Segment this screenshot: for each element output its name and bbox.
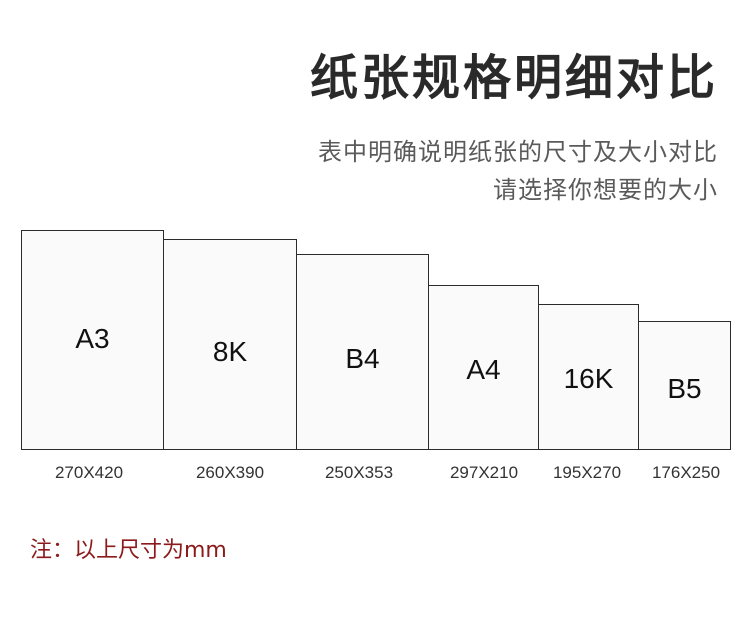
paper-label: A3: [75, 323, 110, 354]
paper-size-8k: 260X390: [195, 463, 265, 482]
page-title: 纸张规格明细对比: [309, 50, 718, 106]
paper-label: A4: [466, 354, 501, 385]
paper-label: B5: [667, 373, 702, 404]
paper-b4: B4: [296, 254, 429, 450]
unit-note: 注：以上尺寸为mm: [30, 538, 227, 563]
paper-label: B4: [345, 343, 380, 374]
paper-size-b5: 176X250: [651, 463, 721, 482]
paper-size-b4: 250X353: [324, 463, 394, 482]
subtitle-line-2: 请选择你想要的大小: [493, 176, 718, 204]
subtitle-line-1: 表中明确说明纸张的尺寸及大小对比: [318, 138, 718, 166]
paper-16k: 16K: [538, 304, 639, 450]
paper-a4: A4: [428, 285, 539, 450]
paper-size-a3: 270X420: [54, 463, 124, 482]
paper-a3: A3: [21, 230, 164, 450]
paper-size-16k: 195X270: [552, 463, 622, 482]
paper-8k: 8K: [163, 239, 297, 450]
page-subtitle: 表中明确说明纸张的尺寸及大小对比 请选择你想要的大小: [318, 133, 718, 209]
paper-label: 16K: [563, 363, 614, 394]
paper-b5: B5: [638, 321, 731, 450]
paper-label: 8K: [212, 336, 248, 367]
paper-size-a4: 297X210: [449, 463, 519, 482]
